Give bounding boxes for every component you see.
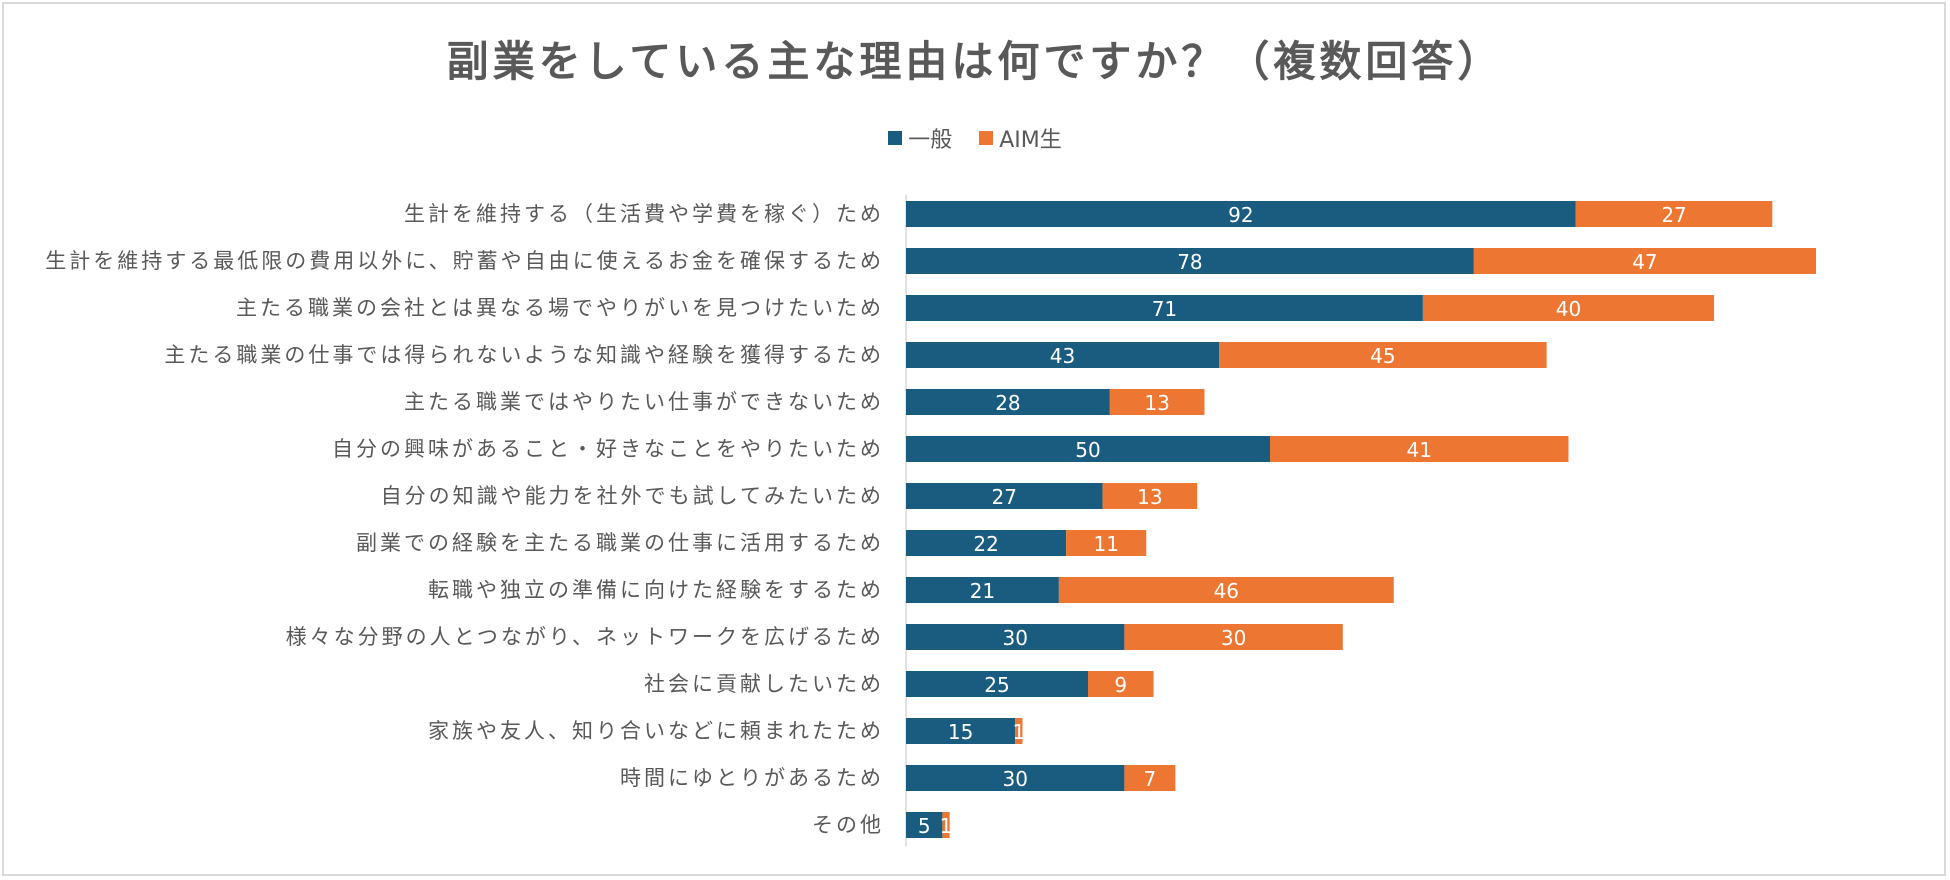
legend-swatch-series-1 xyxy=(979,131,994,145)
data-label-series-0: 22 xyxy=(973,532,998,556)
category-label: 時間にゆとりがあるため xyxy=(620,766,884,790)
bar-series-0 xyxy=(906,577,1059,603)
category-label: 自分の興味があること・好きなことをやりたいため xyxy=(332,437,884,461)
data-label-series-1: 40 xyxy=(1556,297,1581,321)
data-label-series-0: 43 xyxy=(1050,344,1075,368)
bar-series-0 xyxy=(906,671,1088,697)
category-label: 主たる職業の仕事では得られないような知識や経験を獲得するため xyxy=(164,343,884,367)
bar-series-1 xyxy=(1109,389,1205,415)
bar-series-1 xyxy=(1102,483,1198,509)
bar-series-1 xyxy=(1473,248,1816,274)
bar-series-1 xyxy=(1575,201,1773,227)
bar-series-1 xyxy=(942,812,950,838)
bar-series-1 xyxy=(1270,436,1569,462)
bar-series-1 xyxy=(1066,530,1147,556)
bar-series-0 xyxy=(906,436,1270,462)
bar-series-0 xyxy=(906,248,1474,274)
data-label-series-0: 50 xyxy=(1075,438,1100,462)
data-label-series-1: 41 xyxy=(1407,438,1432,462)
category-label: 副業での経験を主たる職業の仕事に活用するため xyxy=(356,531,884,555)
data-label-series-0: 27 xyxy=(992,485,1017,509)
bar-series-0 xyxy=(906,624,1125,650)
bar-series-1 xyxy=(1058,577,1394,603)
category-label: 主たる職業ではやりたい仕事ができないため xyxy=(404,390,884,414)
data-label-series-0: 5 xyxy=(918,814,931,838)
category-label: 主たる職業の会社とは異なる場でやりがいを見つけたいため xyxy=(236,296,884,320)
category-label: 生計を維持する最低限の費用以外に、貯蓄や自由に使えるお金を確保するため xyxy=(45,249,884,273)
data-label-series-0: 15 xyxy=(948,720,973,744)
bar-series-0 xyxy=(906,530,1067,556)
category-label: 社会に貢献したいため xyxy=(644,672,884,696)
chart-legend: 一般 AIM生 xyxy=(0,122,1950,154)
data-label-series-0: 28 xyxy=(995,391,1020,415)
data-label-series-1: 1 xyxy=(1012,720,1025,744)
bar-series-1 xyxy=(1015,718,1023,744)
bar-series-1 xyxy=(1088,671,1154,697)
legend-swatch-series-0 xyxy=(888,131,903,145)
category-label: 転職や独立の準備に向けた経験をするため xyxy=(428,578,884,602)
category-label: 自分の知識や能力を社外でも試してみたいため xyxy=(381,484,884,508)
bar-series-0 xyxy=(906,718,1016,744)
data-label-series-0: 21 xyxy=(970,579,995,603)
data-label-series-0: 30 xyxy=(1002,767,1027,791)
legend-item-series-0: 一般 xyxy=(888,122,952,154)
legend-label-series-0: 一般 xyxy=(908,128,953,153)
category-label: その他 xyxy=(812,813,884,837)
data-label-series-1: 13 xyxy=(1137,485,1162,509)
category-label: 生計を維持する（生活費や学費を稼ぐ）ため xyxy=(404,202,884,226)
data-label-series-1: 13 xyxy=(1144,391,1169,415)
data-label-series-0: 78 xyxy=(1177,250,1202,274)
data-label-series-1: 30 xyxy=(1221,626,1246,650)
data-label-series-0: 30 xyxy=(1002,626,1027,650)
bar-series-0 xyxy=(906,812,943,838)
data-label-series-1: 45 xyxy=(1370,344,1395,368)
data-label-series-1: 46 xyxy=(1214,579,1239,603)
data-label-series-1: 9 xyxy=(1114,673,1127,697)
bar-series-1 xyxy=(1422,295,1715,321)
category-label: 様々な分野の人とつながり、ネットワークを広げるため xyxy=(286,625,884,649)
chart-title: 副業をしている主な理由は何ですか？（複数回答） xyxy=(446,37,1504,86)
data-label-series-0: 92 xyxy=(1228,203,1253,227)
bar-series-1 xyxy=(1219,342,1547,368)
legend-item-series-1: AIM生 xyxy=(979,122,1062,154)
data-label-series-1: 11 xyxy=(1093,532,1118,556)
data-label-series-0: 71 xyxy=(1152,297,1177,321)
data-label-series-0: 25 xyxy=(984,673,1009,697)
legend-label-series-1: AIM生 xyxy=(999,128,1062,153)
bar-series-0 xyxy=(906,201,1576,227)
bar-series-0 xyxy=(906,295,1423,321)
data-label-series-1: 47 xyxy=(1632,250,1657,274)
data-label-series-1: 1 xyxy=(940,814,953,838)
bar-series-0 xyxy=(906,342,1220,368)
bar-series-0 xyxy=(906,389,1110,415)
category-label: 家族や友人、知り合いなどに頼まれたため xyxy=(428,719,884,743)
data-label-series-1: 7 xyxy=(1144,767,1157,791)
bar-series-1 xyxy=(1124,765,1176,791)
data-label-series-1: 27 xyxy=(1661,203,1686,227)
bar-series-1 xyxy=(1124,624,1343,650)
bar-series-0 xyxy=(906,765,1125,791)
bar-series-0 xyxy=(906,483,1103,509)
